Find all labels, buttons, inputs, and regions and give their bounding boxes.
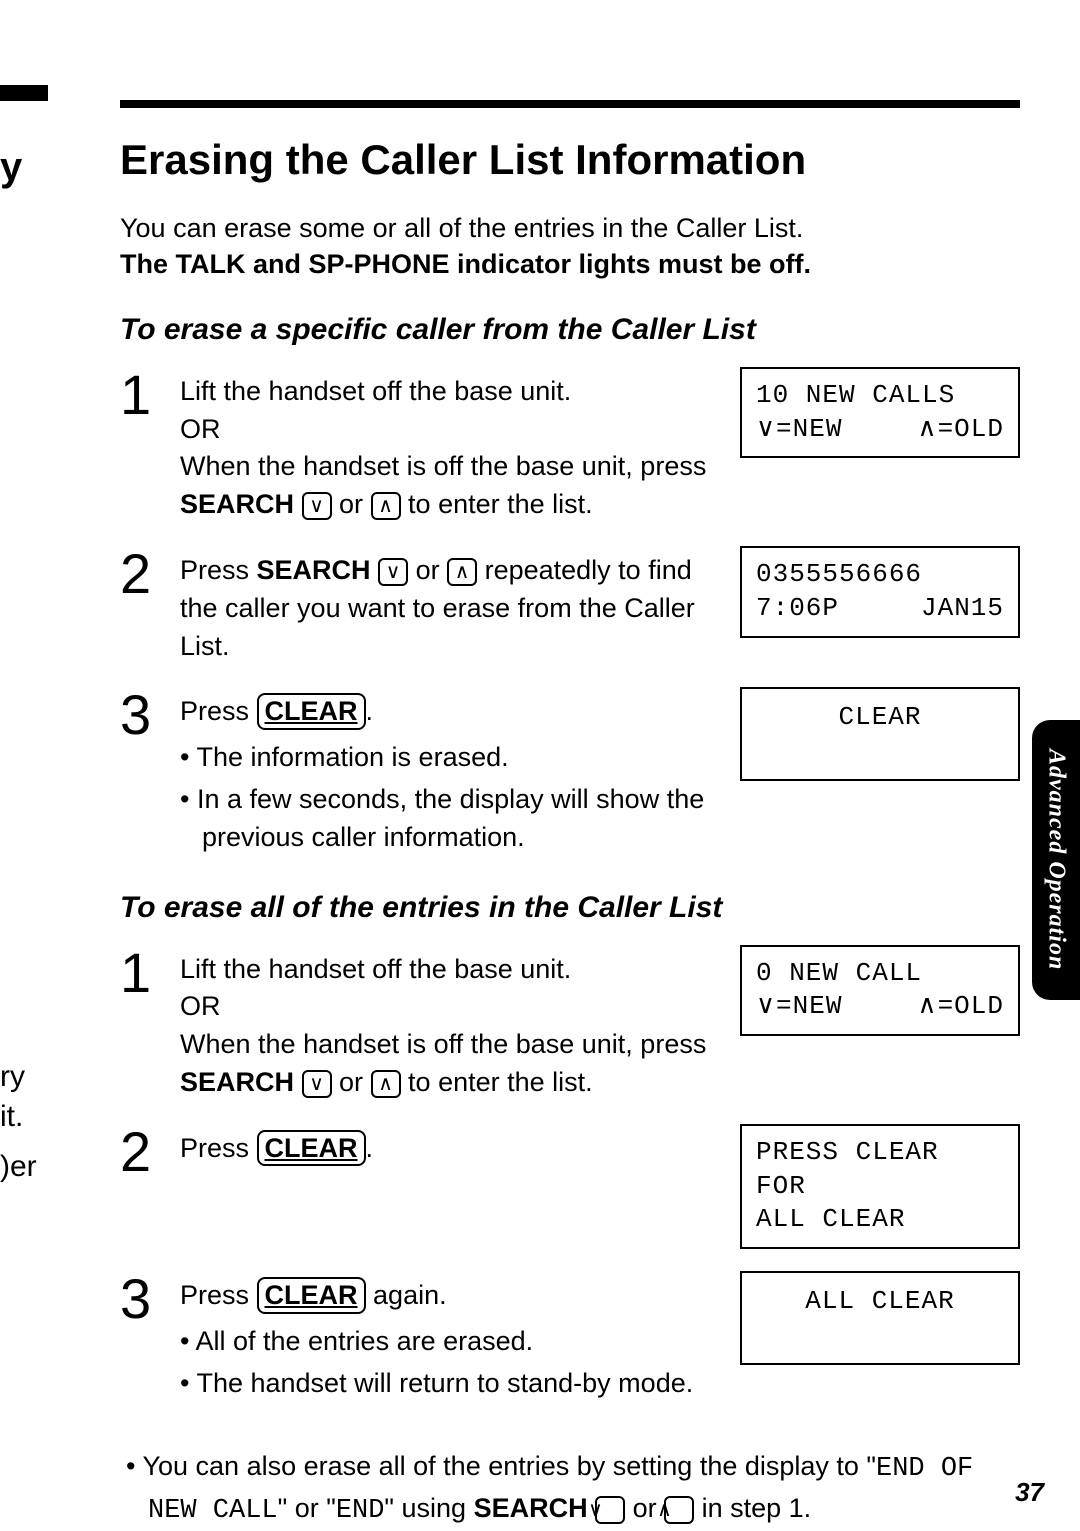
footnote-text: You can also erase all of the entries by…: [142, 1451, 876, 1481]
lcd-display: 0355556666 7:06P JAN15: [740, 546, 1020, 638]
clear-key: CLEAR: [257, 1277, 366, 1313]
margin-fragment-y: y: [0, 145, 22, 190]
footnote: You can also erase all of the entries by…: [142, 1447, 1020, 1531]
margin-fragment-er: )er: [0, 1150, 37, 1184]
lcd-line1: PRESS CLEAR FOR: [756, 1136, 1004, 1204]
step-text: When the handset is off the base unit, p…: [180, 451, 706, 481]
lcd-line2a: 7:06P: [756, 592, 839, 626]
lcd-display: ALL CLEAR: [740, 1271, 1020, 1365]
step-number: 3: [120, 1271, 170, 1327]
section1-heading: To erase a specific caller from the Call…: [120, 313, 1020, 347]
intro-line1: You can erase some or all of the entries…: [120, 213, 803, 243]
step-body: Lift the handset off the base unit. OR W…: [180, 945, 730, 1102]
section-tab: Advanced Operation: [1032, 720, 1080, 1000]
s2-step2: 2 Press CLEAR. PRESS CLEAR FOR ALL CLEAR: [120, 1124, 1020, 1249]
top-accent-bar: [0, 85, 48, 101]
clear-key-label: CLEAR: [265, 696, 358, 726]
step-text: .: [366, 1133, 374, 1163]
search-label: SEARCH: [180, 489, 294, 519]
lcd-display: CLEAR: [740, 687, 1020, 781]
step-number: 2: [120, 546, 170, 602]
step-text: Lift the handset off the base unit.: [180, 376, 571, 406]
lcd-line-center: ALL CLEAR: [756, 1285, 1004, 1319]
lcd-line1: 0 NEW CALL: [756, 957, 1004, 991]
margin-fragment-it: it.: [0, 1100, 23, 1134]
step-text: Press: [180, 555, 257, 585]
search-label: SEARCH: [474, 1493, 588, 1523]
lcd-line2b: ∧=OLD: [918, 990, 1004, 1024]
clear-key-label: CLEAR: [265, 1133, 358, 1163]
s1-step1: 1 Lift the handset off the base unit. OR…: [120, 367, 1020, 524]
step-text: to enter the list.: [401, 1067, 593, 1097]
intro-block: You can erase some or all of the entries…: [120, 210, 1020, 283]
page-title: Erasing the Caller List Information: [120, 136, 1020, 184]
step-number: 2: [120, 1124, 170, 1180]
clear-key: CLEAR: [257, 693, 366, 729]
step-body: Press SEARCH ∨ or ∧ repeatedly to find t…: [180, 546, 730, 665]
s1-step2: 2 Press SEARCH ∨ or ∧ repeatedly to find…: [120, 546, 1020, 665]
step-bullet: In a few seconds, the display will show …: [180, 781, 710, 857]
section2-heading: To erase all of the entries in the Calle…: [120, 891, 1020, 925]
step-text: or: [332, 1067, 371, 1097]
step-bullet: All of the entries are erased.: [180, 1323, 710, 1361]
step-text: When the handset is off the base unit, p…: [180, 1029, 706, 1059]
step-text: .: [366, 696, 374, 726]
search-label: SEARCH: [257, 555, 371, 585]
up-icon: ∧: [447, 558, 477, 586]
down-icon: ∨: [378, 558, 408, 586]
step-text: to enter the list.: [401, 489, 593, 519]
step-text: Press: [180, 1133, 257, 1163]
down-icon: ∨: [302, 492, 332, 520]
footnote-mono: END: [336, 1496, 385, 1526]
step-text: or: [408, 555, 447, 585]
title-rule: [120, 100, 1020, 108]
lcd-display: 10 NEW CALLS ∨=NEW ∧=OLD: [740, 367, 1020, 459]
lcd-display: PRESS CLEAR FOR ALL CLEAR: [740, 1124, 1020, 1249]
margin-fragment-ry: ry: [0, 1060, 25, 1094]
lcd-display: 0 NEW CALL ∨=NEW ∧=OLD: [740, 945, 1020, 1037]
step-number: 3: [120, 687, 170, 743]
up-icon: ∧: [664, 1496, 694, 1524]
step-body: Press CLEAR. The information is erased. …: [180, 687, 730, 860]
lcd-line1: 10 NEW CALLS: [756, 379, 1004, 413]
step-text: OR: [180, 991, 221, 1021]
down-icon: ∨: [302, 1070, 332, 1098]
s1-step3: 3 Press CLEAR. The information is erased…: [120, 687, 1020, 860]
footnote-text: in step 1.: [694, 1493, 811, 1523]
s2-step1: 1 Lift the handset off the base unit. OR…: [120, 945, 1020, 1102]
step-number: 1: [120, 367, 170, 423]
step-text: Press: [180, 1280, 257, 1310]
step-text: Press: [180, 696, 257, 726]
step-body: Press CLEAR again. All of the entries ar…: [180, 1271, 730, 1406]
step-number: 1: [120, 945, 170, 1001]
step-text: or: [332, 489, 371, 519]
lcd-line2b: JAN15: [921, 592, 1004, 626]
step-body: Lift the handset off the base unit. OR W…: [180, 367, 730, 524]
step-text: OR: [180, 414, 221, 444]
clear-key: CLEAR: [257, 1130, 366, 1166]
lcd-line-center: CLEAR: [756, 701, 1004, 735]
footnote-text: " or ": [278, 1493, 336, 1523]
page-number: 37: [1015, 1477, 1044, 1508]
intro-line2: The TALK and SP-PHONE indicator lights m…: [120, 249, 811, 279]
s2-step3: 3 Press CLEAR again. All of the entries …: [120, 1271, 1020, 1406]
step-body: Press CLEAR.: [180, 1124, 730, 1168]
down-icon: ∨: [595, 1496, 625, 1524]
step-text: again.: [366, 1280, 447, 1310]
lcd-line2b: ∧=OLD: [918, 413, 1004, 447]
step-text: Lift the handset off the base unit.: [180, 954, 571, 984]
lcd-line2: ALL CLEAR: [756, 1203, 1004, 1237]
lcd-line1: 0355556666: [756, 558, 1004, 592]
lcd-line2a: ∨=NEW: [756, 413, 842, 447]
up-icon: ∧: [371, 492, 401, 520]
step-bullet: The information is erased.: [180, 739, 710, 777]
footnote-text: " using: [384, 1493, 473, 1523]
step-bullet: The handset will return to stand-by mode…: [180, 1365, 710, 1403]
clear-key-label: CLEAR: [265, 1280, 358, 1310]
search-label: SEARCH: [180, 1067, 294, 1097]
up-icon: ∧: [371, 1070, 401, 1098]
lcd-line2a: ∨=NEW: [756, 990, 842, 1024]
